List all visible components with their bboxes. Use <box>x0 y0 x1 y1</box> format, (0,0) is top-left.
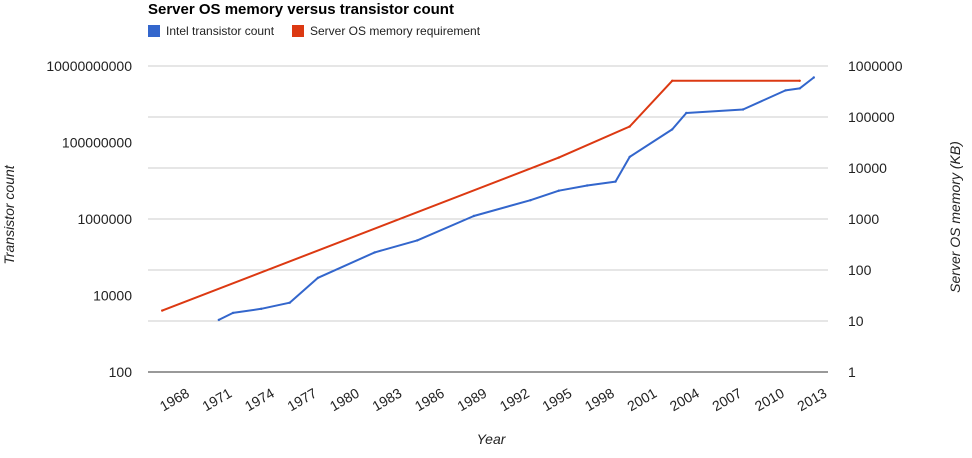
server-os-data-point <box>161 309 164 312</box>
right-axis-ticks: 1 10 100 1000 10000 100000 1000000 <box>848 58 903 380</box>
gridlines <box>148 65 828 373</box>
legend-label-intel: Intel transistor count <box>166 24 275 38</box>
series-lines <box>161 76 815 322</box>
legend-item-server-os[interactable]: Server OS memory requirement <box>292 24 480 38</box>
server-os-data-point <box>671 79 674 83</box>
legend-swatch-intel <box>148 25 160 37</box>
intel-data-point <box>741 108 745 111</box>
x-tick-label: 1980 <box>327 385 362 415</box>
x-tick-label: 1998 <box>582 385 617 415</box>
legend-item-intel[interactable]: Intel transistor count <box>148 24 274 38</box>
intel-data-point <box>812 76 815 79</box>
right-tick-label: 1 <box>848 364 856 380</box>
left-tick-label: 100000000 <box>62 135 132 151</box>
y-axis-label-left: Transistor count <box>1 164 17 264</box>
right-tick-label: 100 <box>848 262 872 278</box>
intel-transistor-line[interactable] <box>218 76 815 321</box>
intel-data-point <box>784 89 787 92</box>
right-tick-label: 1000000 <box>848 58 903 74</box>
server-os-data-point <box>557 156 560 159</box>
server-os-data-point <box>798 79 801 83</box>
right-tick-label: 10 <box>848 313 864 329</box>
intel-data-point <box>529 199 532 202</box>
server-os-memory-line[interactable] <box>161 79 800 312</box>
x-axis-ticks: 1968 1971 1974 1977 1980 1983 1986 1989 1992 1995… <box>157 385 830 415</box>
intel-data-point <box>671 128 674 131</box>
right-tick-label: 1000 <box>848 211 879 227</box>
intel-data-point <box>416 239 419 242</box>
legend-label-server-os: Server OS memory requirement <box>310 24 481 38</box>
intel-data-point <box>628 155 631 159</box>
x-tick-label: 2001 <box>624 385 659 415</box>
server-os-data-point <box>628 125 631 128</box>
x-tick-label: 2010 <box>752 385 787 415</box>
right-tick-label: 10000 <box>848 160 887 176</box>
intel-data-point <box>217 318 220 322</box>
intel-data-point <box>557 189 560 192</box>
intel-data-point <box>231 311 235 315</box>
intel-data-point <box>373 251 376 254</box>
intel-data-point <box>472 214 475 218</box>
intel-data-point <box>288 301 291 304</box>
left-tick-label: 10000000000 <box>46 58 132 74</box>
x-tick-label: 1983 <box>369 385 404 415</box>
intel-data-point <box>798 87 801 90</box>
x-tick-label: 2013 <box>794 385 829 415</box>
x-tick-label: 1971 <box>199 385 234 415</box>
left-tick-label: 10000 <box>93 288 132 304</box>
intel-data-point <box>316 276 320 279</box>
right-tick-label: 100000 <box>848 109 895 125</box>
x-tick-label: 1986 <box>412 385 447 415</box>
intel-data-point <box>614 180 617 183</box>
x-tick-label: 1977 <box>284 385 319 415</box>
y-axis-label-right: Server OS memory (KB) <box>947 141 963 293</box>
x-tick-label: 2004 <box>667 385 702 415</box>
x-tick-label: 1968 <box>157 385 192 415</box>
intel-data-point <box>586 184 589 187</box>
x-axis-label: Year <box>477 431 507 447</box>
x-tick-label: 1995 <box>539 385 574 415</box>
legend-swatch-server-os <box>292 25 304 37</box>
left-axis-ticks: 100 10000 1000000 100000000 10000000000 <box>46 58 132 380</box>
x-tick-label: 2007 <box>709 385 744 415</box>
x-tick-label: 1992 <box>497 385 532 415</box>
intel-data-point <box>685 111 688 115</box>
x-tick-label: 1974 <box>242 385 277 415</box>
x-tick-label: 1989 <box>454 385 489 415</box>
intel-data-point <box>260 307 263 310</box>
left-tick-label: 100 <box>109 364 133 380</box>
left-tick-label: 1000000 <box>77 211 132 227</box>
chart-title: Server OS memory versus transistor count <box>148 1 454 18</box>
